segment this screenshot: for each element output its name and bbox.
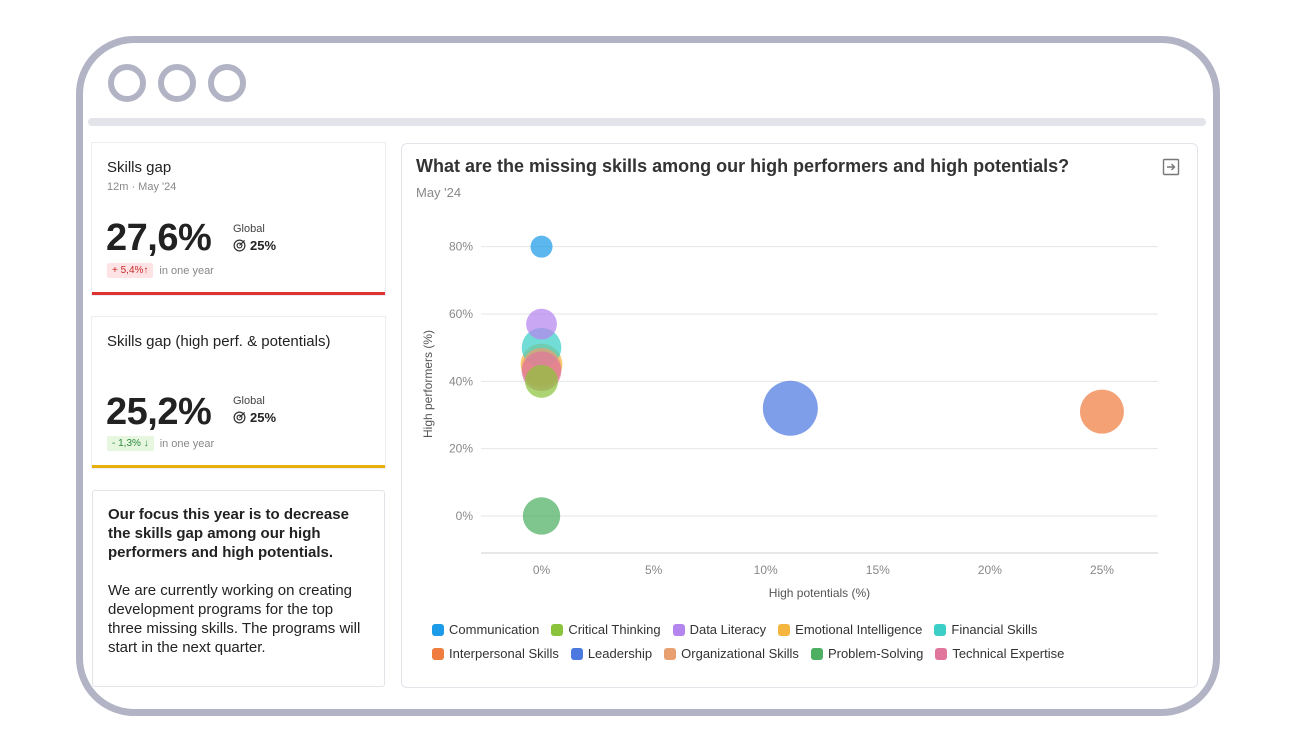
legend-swatch bbox=[934, 623, 947, 636]
window-dot-icon bbox=[108, 64, 146, 102]
y-tick-label: 80% bbox=[449, 240, 473, 254]
chart-date: May '24 bbox=[416, 185, 462, 200]
legend-swatch bbox=[810, 647, 823, 660]
note-headline: Our focus this year is to decrease the s… bbox=[108, 506, 349, 561]
kpi-card-skills-gap[interactable]: Skills gap 12m · May '24 27,6% Global 25… bbox=[92, 143, 385, 295]
delta-row: + 5,4%↑ in one year bbox=[107, 263, 214, 278]
x-tick-label: 25% bbox=[1090, 563, 1114, 577]
legend-item[interactable]: Emotional Intelligence bbox=[778, 622, 922, 637]
legend-label: Organizational Skills bbox=[681, 646, 799, 661]
legend-swatch bbox=[570, 647, 583, 660]
y-tick-label: 0% bbox=[456, 509, 474, 523]
kpi-value: 27,6% bbox=[106, 217, 212, 259]
legend-swatch bbox=[664, 647, 677, 660]
y-tick-label: 20% bbox=[449, 442, 473, 456]
legend-swatch bbox=[432, 647, 444, 660]
x-axis-label: High potentials (%) bbox=[769, 586, 870, 600]
bubble-problem-solving bbox=[522, 497, 561, 535]
kpi-subtitle: 12m · May '24 bbox=[107, 181, 177, 193]
target-icon bbox=[233, 411, 246, 424]
global-target: 25% bbox=[233, 410, 276, 425]
delta-row: - 1,3% ↓ in one year bbox=[107, 436, 214, 451]
bubble-critical-thinking bbox=[525, 364, 559, 398]
legend-swatch bbox=[551, 623, 564, 636]
legend-swatch bbox=[778, 623, 791, 636]
legend-label: Data Literacy bbox=[689, 622, 767, 637]
window-dot-icon bbox=[158, 64, 196, 102]
bubble-communication bbox=[530, 235, 553, 258]
global-label: Global bbox=[233, 223, 265, 235]
legend-item[interactable]: Interpersonal Skills bbox=[432, 646, 559, 661]
delta-badge: + 5,4%↑ bbox=[107, 263, 154, 278]
legend-label: Communication bbox=[449, 622, 540, 637]
kpi-value: 25,2% bbox=[106, 391, 212, 433]
focus-note-card: Our focus this year is to decrease the s… bbox=[92, 490, 385, 687]
x-tick-label: 10% bbox=[754, 563, 778, 577]
global-target: 25% bbox=[233, 238, 276, 253]
legend-item[interactable]: Communication bbox=[432, 622, 539, 637]
kpi-title: Skills gap bbox=[107, 159, 172, 176]
x-tick-label: 20% bbox=[978, 563, 1002, 577]
delta-caption: in one year bbox=[159, 437, 215, 450]
legend-label: Technical Expertise bbox=[952, 646, 1065, 661]
legend-label: Interpersonal Skills bbox=[449, 646, 559, 661]
x-tick-label: 0% bbox=[533, 563, 551, 577]
legend-item[interactable]: Data Literacy bbox=[672, 622, 767, 637]
legend-swatch bbox=[672, 623, 685, 636]
titlebar-divider bbox=[88, 118, 1206, 126]
bubble-data-literacy bbox=[526, 308, 557, 340]
y-tick-label: 40% bbox=[449, 374, 473, 388]
window-dot-icon bbox=[208, 64, 246, 102]
legend-item[interactable]: Technical Expertise bbox=[935, 646, 1064, 661]
legend-swatch bbox=[432, 623, 444, 636]
y-tick-label: 60% bbox=[449, 307, 473, 321]
legend-label: Problem-Solving bbox=[827, 646, 924, 661]
bubble-leadership bbox=[762, 380, 818, 436]
legend-item[interactable]: Financial Skills bbox=[934, 622, 1037, 637]
legend-label: Critical Thinking bbox=[568, 622, 661, 637]
export-icon[interactable] bbox=[1162, 158, 1180, 176]
legend-item[interactable]: Problem-Solving bbox=[810, 646, 924, 661]
delta-badge: - 1,3% ↓ bbox=[107, 436, 154, 451]
target-icon bbox=[233, 239, 246, 252]
target-value: 25% bbox=[250, 238, 277, 253]
chart-title: What are the missing skills among our hi… bbox=[416, 156, 1070, 176]
target-value: 25% bbox=[250, 410, 277, 425]
bubble-chart: 0% 20% 40% 60% 80% 0% 5% 10% 15% 20% 25% High poten… bbox=[421, 235, 1158, 600]
kpi-title: Skills gap (high perf. & potentials) bbox=[107, 333, 331, 350]
legend-item[interactable]: Critical Thinking bbox=[551, 622, 661, 637]
legend-label: Financial Skills bbox=[951, 622, 1038, 637]
legend-swatch bbox=[935, 647, 948, 660]
bubble-interpersonal-skills bbox=[1079, 389, 1124, 434]
chart-legend: Communication Critical Thinking Data Liter… bbox=[432, 622, 1132, 661]
legend-item[interactable]: Organizational Skills bbox=[664, 646, 799, 661]
legend-label: Emotional Intelligence bbox=[795, 622, 923, 637]
kpi-card-skills-gap-high-perf[interactable]: Skills gap (high perf. & potentials) 25,… bbox=[92, 317, 385, 468]
window-controls bbox=[108, 64, 246, 102]
legend-item[interactable]: Leadership bbox=[570, 646, 653, 661]
y-axis-label: High performers (%) bbox=[421, 330, 435, 438]
legend-label: Leadership bbox=[587, 646, 653, 661]
x-tick-label: 5% bbox=[645, 563, 663, 577]
global-label: Global bbox=[233, 395, 265, 407]
x-tick-label: 15% bbox=[866, 563, 890, 577]
note-body: We are currently working on creating dev… bbox=[108, 582, 361, 656]
delta-caption: in one year bbox=[159, 264, 214, 277]
